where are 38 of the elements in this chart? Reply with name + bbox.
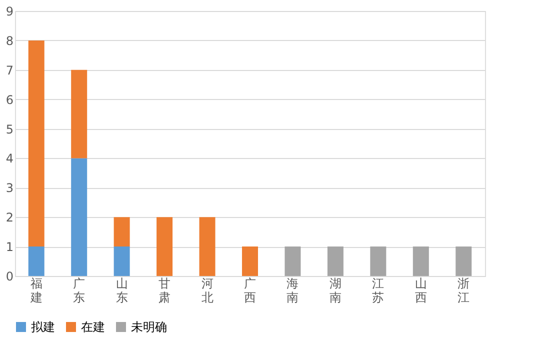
x-tick-label: 江苏 <box>372 276 384 304</box>
x-tick-label: 山东 <box>116 276 128 304</box>
x-tick-label: 河北 <box>201 276 214 304</box>
y-tick-label: 1 <box>6 240 14 254</box>
legend-label: 拟建 <box>31 320 55 334</box>
bar <box>71 158 88 276</box>
x-tick-label: 山西 <box>414 276 427 304</box>
y-tick-label: 8 <box>6 34 14 48</box>
x-tick-label: 浙江 <box>458 276 470 304</box>
bar <box>28 40 44 247</box>
y-tick-label: 9 <box>6 4 14 18</box>
x-tick-label: 福建 <box>29 276 42 304</box>
x-tick-label: 甘肃 <box>158 276 171 304</box>
y-tick-label: 5 <box>6 122 14 136</box>
bar <box>199 217 216 276</box>
bar <box>370 246 386 276</box>
x-tick-label: 海南 <box>286 276 299 304</box>
bar <box>242 246 258 276</box>
bar <box>114 217 130 247</box>
y-tick-label: 3 <box>6 181 14 196</box>
y-tick-label: 0 <box>6 270 14 284</box>
bar <box>284 246 301 276</box>
y-tick-label: 2 <box>6 210 14 225</box>
bar <box>456 246 472 276</box>
bar <box>412 246 429 276</box>
bar <box>71 70 88 158</box>
bar <box>28 246 44 276</box>
legend-label: 在建 <box>81 320 105 334</box>
y-tick-label: 6 <box>6 92 14 107</box>
bar <box>114 246 130 276</box>
y-tick-label: 4 <box>6 152 14 166</box>
x-tick-label: 广东 <box>73 276 86 304</box>
bar <box>156 217 173 276</box>
bar <box>327 246 344 276</box>
legend-label: 未明确 <box>131 320 167 334</box>
x-tick-label: 广西 <box>244 276 256 304</box>
x-tick-label: 湖南 <box>329 276 342 304</box>
y-tick-label: 7 <box>6 63 14 78</box>
